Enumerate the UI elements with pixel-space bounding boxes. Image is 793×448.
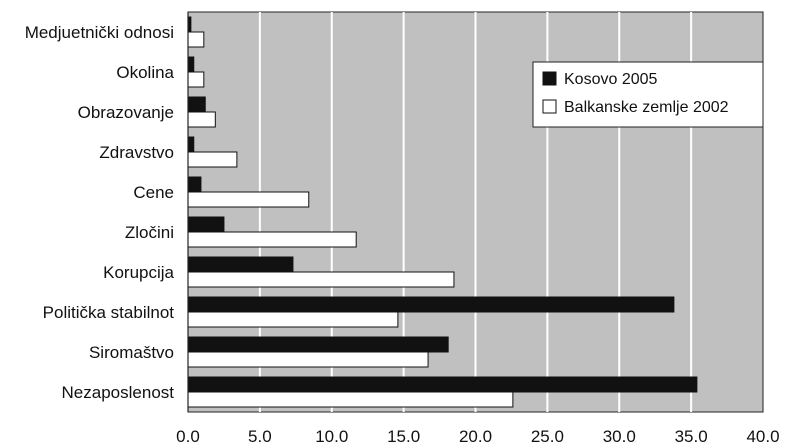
category-label: Zdravstvo [99,143,174,162]
bar-balkanske-zemlje-2002 [187,391,514,408]
x-tick-label: 40.0 [746,427,779,446]
bar-kosovo-2005 [187,56,195,73]
bar-balkanske-zemlje-2002 [187,31,205,48]
bar-kosovo-2005 [187,296,675,313]
category-label: Cene [133,183,174,202]
bar-balkanske-zemlje-2002 [187,311,399,328]
bar-kosovo-2005 [187,216,225,233]
bar-balkanske-zemlje-2002 [187,111,216,128]
category-labels: Medjuetnički odnosi Okolina Obrazovanje Zdr… [25,23,175,402]
category-label: Politička stabilnot [43,303,175,322]
legend-box [532,61,764,128]
bar-balkanske-zemlje-2002 [187,351,429,368]
category-label: Nezaposlenost [62,383,175,402]
bar-kosovo-2005 [187,176,202,193]
category-label: Okolina [116,63,174,82]
bar-kosovo-2005 [187,336,449,353]
legend-label-balkan: Balkanske zemlje 2002 [564,99,729,116]
x-tick-label: 35.0 [675,427,708,446]
category-label: Siromaštvo [89,343,174,362]
bar-balkanske-zemlje-2002 [187,71,205,88]
x-tick-label: 25.0 [531,427,564,446]
x-axis-tick-labels: 0.0 5.0 10.0 15.0 20.0 25.0 30.0 35.0 40.0 [176,427,779,446]
category-label: Obrazovanje [78,103,174,122]
legend: Kosovo 2005 Balkanske zemlje 2002 [532,61,764,128]
category-label: Zločini [125,223,174,242]
x-tick-label: 0.0 [176,427,200,446]
legend-swatch-kosovo [542,71,557,86]
bar-balkanske-zemlje-2002 [187,191,310,208]
bar-kosovo-2005 [187,136,195,153]
legend-label-kosovo: Kosovo 2005 [564,71,658,88]
x-tick-label: 10.0 [315,427,348,446]
bars [187,16,698,408]
category-label: Korupcija [103,263,174,282]
bar-balkanske-zemlje-2002 [187,271,455,288]
legend-swatch-balkan [542,99,557,114]
x-tick-label: 5.0 [248,427,272,446]
bar-balkanske-zemlje-2002 [187,151,238,168]
bar-kosovo-2005 [187,96,206,113]
x-tick-label: 30.0 [603,427,636,446]
bar-balkanske-zemlje-2002 [187,231,357,248]
x-tick-label: 15.0 [387,427,420,446]
category-label: Medjuetnički odnosi [25,23,174,42]
bar-kosovo-2005 [187,376,698,393]
x-tick-label: 20.0 [459,427,492,446]
bar-kosovo-2005 [187,256,294,273]
